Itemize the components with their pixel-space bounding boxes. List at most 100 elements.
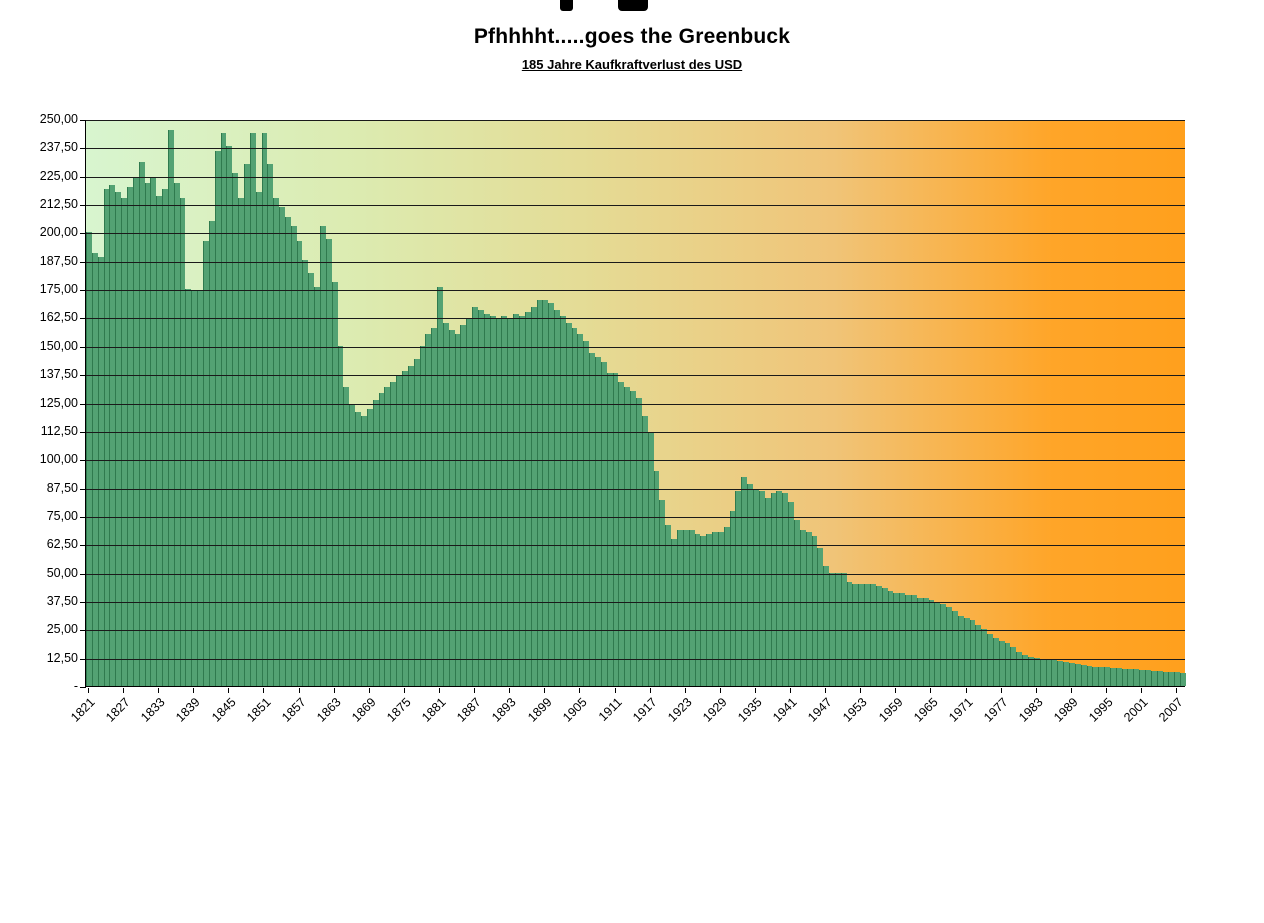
y-axis-tick bbox=[80, 233, 86, 235]
x-axis-tick bbox=[719, 688, 721, 693]
bar bbox=[969, 620, 976, 686]
x-axis-label: 1833 bbox=[138, 695, 169, 725]
bar bbox=[361, 416, 367, 686]
bar bbox=[396, 375, 402, 686]
x-axis-tick bbox=[87, 688, 89, 693]
bar bbox=[653, 470, 660, 686]
bar bbox=[630, 391, 636, 686]
bar bbox=[1162, 671, 1169, 686]
bar bbox=[881, 588, 888, 686]
x-axis-label: 1869 bbox=[349, 695, 379, 725]
y-axis-tick bbox=[80, 318, 86, 320]
y-axis-label: 125,00 bbox=[39, 395, 78, 410]
x-axis-label: 1893 bbox=[489, 695, 520, 725]
x-axis-tick bbox=[1000, 688, 1002, 693]
y-axis-tick bbox=[80, 346, 86, 348]
y-axis-label: 75,00 bbox=[46, 508, 78, 523]
bar bbox=[91, 252, 98, 686]
bar bbox=[261, 132, 268, 686]
x-axis-label: 1965 bbox=[910, 695, 941, 725]
x-axis-label: 1827 bbox=[103, 695, 133, 725]
x-axis-tick bbox=[228, 688, 230, 693]
bar bbox=[893, 593, 900, 686]
bar bbox=[647, 431, 654, 686]
bar bbox=[437, 286, 443, 686]
bar bbox=[214, 150, 221, 686]
bar bbox=[366, 409, 373, 686]
y-axis-label: 162,50 bbox=[39, 310, 78, 325]
bar bbox=[495, 318, 502, 686]
bar bbox=[951, 611, 958, 686]
bar bbox=[934, 602, 941, 686]
y-axis-label: 25,00 bbox=[46, 622, 78, 637]
y-axis-tick bbox=[80, 403, 86, 405]
y-axis-tick bbox=[80, 205, 86, 207]
bar bbox=[1080, 665, 1087, 686]
x-axis-label: 1845 bbox=[208, 695, 239, 725]
bar bbox=[378, 393, 385, 686]
y-axis-label: 225,00 bbox=[39, 168, 78, 183]
bar bbox=[483, 314, 490, 686]
x-axis-tick bbox=[930, 688, 932, 693]
bar bbox=[425, 334, 432, 686]
bar bbox=[407, 366, 414, 686]
bar bbox=[846, 581, 853, 686]
x-axis-tick bbox=[684, 688, 686, 693]
y-axis-tick bbox=[80, 120, 86, 121]
x-axis-label: 1839 bbox=[173, 695, 204, 725]
bar bbox=[852, 583, 859, 686]
bar bbox=[419, 345, 426, 686]
bar bbox=[331, 282, 338, 686]
bar bbox=[1039, 658, 1046, 686]
x-axis-tick bbox=[298, 688, 300, 693]
bar bbox=[454, 334, 461, 686]
x-axis-label: 1983 bbox=[1016, 695, 1046, 725]
x-axis-label: 1863 bbox=[314, 695, 344, 725]
bar bbox=[747, 484, 753, 686]
x-axis-label: 1887 bbox=[454, 695, 485, 725]
bar bbox=[501, 316, 508, 686]
bar bbox=[676, 529, 683, 686]
bar bbox=[524, 311, 531, 686]
bar bbox=[1150, 670, 1157, 686]
bar bbox=[513, 314, 519, 686]
x-axis-label: 1959 bbox=[875, 695, 906, 725]
x-axis-label: 1923 bbox=[665, 695, 695, 725]
bar bbox=[238, 198, 244, 686]
bar bbox=[1033, 657, 1040, 686]
bar bbox=[220, 132, 227, 686]
bar bbox=[1022, 655, 1028, 686]
bar bbox=[203, 241, 209, 686]
bar bbox=[308, 273, 315, 686]
chart-title: Pfhhhht.....goes the Greenbuck bbox=[473, 25, 791, 48]
bar bbox=[536, 300, 543, 686]
x-axis-label: 1977 bbox=[981, 695, 1011, 725]
bar bbox=[905, 595, 911, 686]
cropped-heading-fragment bbox=[618, 0, 648, 11]
bar bbox=[758, 490, 765, 686]
bar bbox=[1086, 665, 1093, 686]
bar bbox=[1016, 651, 1023, 686]
bar bbox=[706, 534, 713, 686]
bar bbox=[793, 520, 800, 686]
bar bbox=[636, 397, 642, 686]
bar bbox=[829, 572, 835, 686]
bar bbox=[226, 146, 233, 686]
y-axis-tick bbox=[80, 516, 86, 518]
bar bbox=[998, 640, 1005, 686]
bars-layer bbox=[86, 120, 1186, 686]
bar bbox=[97, 257, 104, 686]
bar bbox=[840, 572, 847, 686]
y-axis-label: - bbox=[73, 679, 78, 693]
y-axis-tick bbox=[80, 601, 86, 603]
y-axis-label: 62,50 bbox=[46, 537, 78, 552]
bar bbox=[788, 502, 794, 686]
x-axis-label: 1905 bbox=[559, 695, 590, 725]
bar bbox=[144, 182, 151, 686]
bar bbox=[1180, 672, 1186, 686]
bar bbox=[928, 599, 935, 686]
x-axis-label: 1947 bbox=[805, 695, 836, 725]
bar bbox=[267, 164, 274, 686]
plot-area bbox=[85, 120, 1186, 687]
x-axis-tick bbox=[158, 688, 160, 693]
